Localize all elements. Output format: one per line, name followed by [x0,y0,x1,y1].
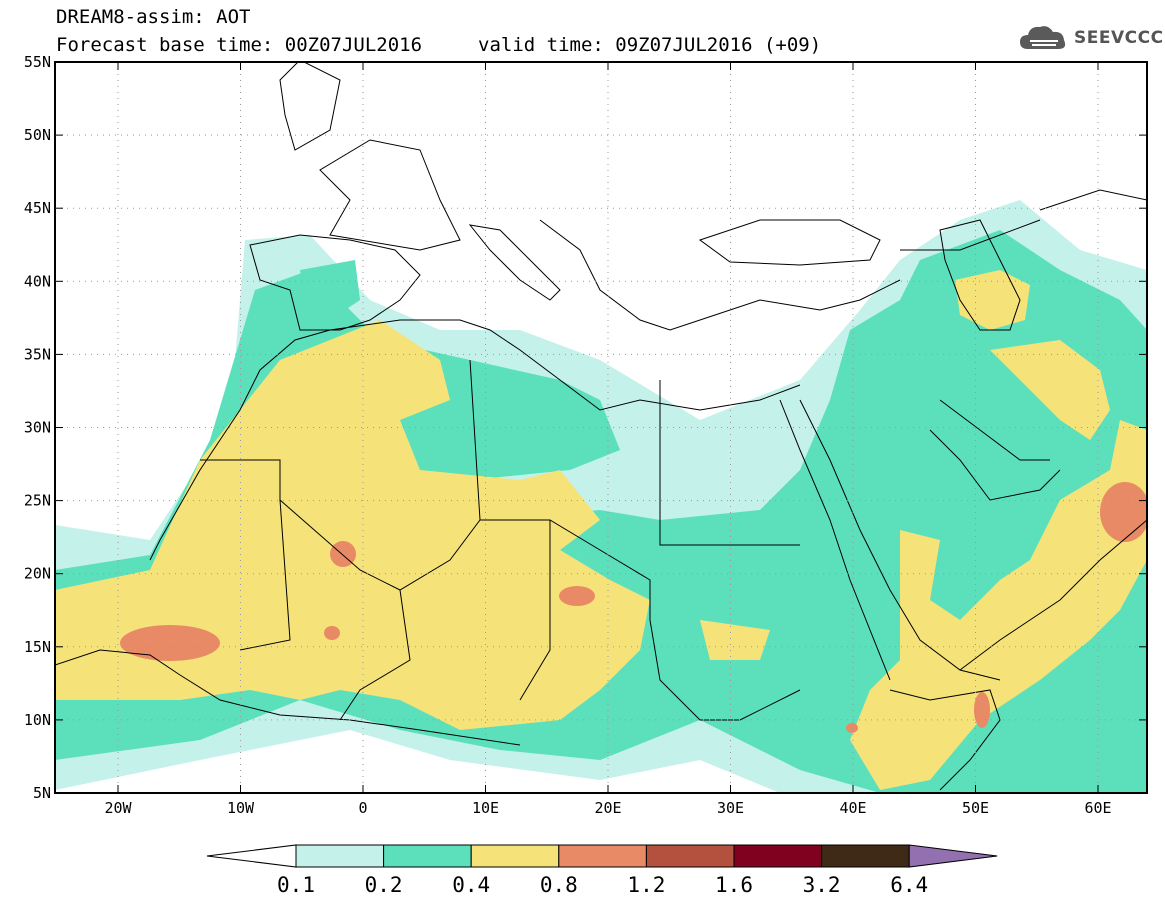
aot-level-0-4-caspian [955,270,1030,330]
colorbar-label: 3.2 [803,873,841,897]
coastlines [55,62,1147,791]
aot-level-0-8-oman [1100,482,1147,542]
colorbar-segment [821,844,910,868]
y-tick-label: 5N [33,784,51,802]
colorbar-label: 1.2 [627,873,665,897]
colorbar-label: 1.6 [715,873,753,897]
colorbar-arrow-low [206,844,297,868]
colorbar-label: 0.1 [277,873,315,897]
y-tick-label: 45N [24,199,51,217]
aot-level-0-4-sahel-east [700,620,770,660]
y-axis: 55N 50N 45N 40N 35N 30N 25N 20N 15N 10N 5N [24,53,1147,802]
y-tick-label: 30N [24,419,51,437]
gridlines [55,62,1147,793]
seevccc-logo: SEEVCCC [1018,22,1164,54]
colorbar-segment [733,844,823,868]
chart-title: DREAM8-assim: AOT [56,6,251,28]
colorbar: 0.1 0.2 0.4 0.8 1.2 1.6 3.2 6.4 [206,844,998,897]
aot-level-0-8-somalia [974,692,990,728]
y-tick-label: 55N [24,53,51,71]
colorbar-arrow-high [908,844,998,868]
x-tick-label: 0 [358,799,367,817]
colorbar-label: 0.2 [365,873,403,897]
x-tick-label: 10E [472,799,499,817]
x-tick-label: 40E [839,799,866,817]
y-tick-label: 40N [24,272,51,290]
valid-time: valid time: 09Z07JUL2016 (+09) [478,34,822,56]
x-tick-label: 60E [1084,799,1111,817]
logo-text: SEEVCCC [1074,28,1164,48]
aot-level-0-8-west [120,625,220,661]
y-tick-label: 50N [24,126,51,144]
colorbar-segment [470,844,560,868]
colorbar-label: 6.4 [890,873,928,897]
aot-level-0-2-iberia [300,260,360,320]
colorbar-segment [558,844,647,868]
aot-level-0-4-east [850,420,1147,790]
aot-level-0-8-libya [559,586,595,606]
colorbar-label: 0.8 [540,873,578,897]
y-tick-label: 35N [24,345,51,363]
y-tick-label: 10N [24,711,51,729]
aot-level-0-8-ethiopia [846,723,858,733]
cloud-icon [1020,26,1066,49]
aot-level-0-4 [55,320,650,730]
y-tick-label: 15N [24,638,51,656]
y-tick-label: 20N [24,565,51,583]
x-axis: 20W 10W 0 10E 20E 30E 40E 50E 60E [104,62,1112,817]
y-tick-label: 25N [24,492,51,510]
x-tick-label: 20W [104,799,132,817]
colorbar-label: 0.4 [452,873,490,897]
colorbar-segment [295,844,385,868]
x-tick-label: 50E [962,799,989,817]
aot-level-0-8-niger [324,626,340,640]
colorbar-segment [645,844,735,868]
x-tick-label: 20E [594,799,621,817]
forecast-base-time: Forecast base time: 00Z07JUL2016 [56,34,423,56]
x-tick-label: 10W [227,799,255,817]
colorbar-segment [383,844,472,868]
aot-level-0-4-gulf [990,340,1110,440]
x-tick-label: 30E [717,799,744,817]
